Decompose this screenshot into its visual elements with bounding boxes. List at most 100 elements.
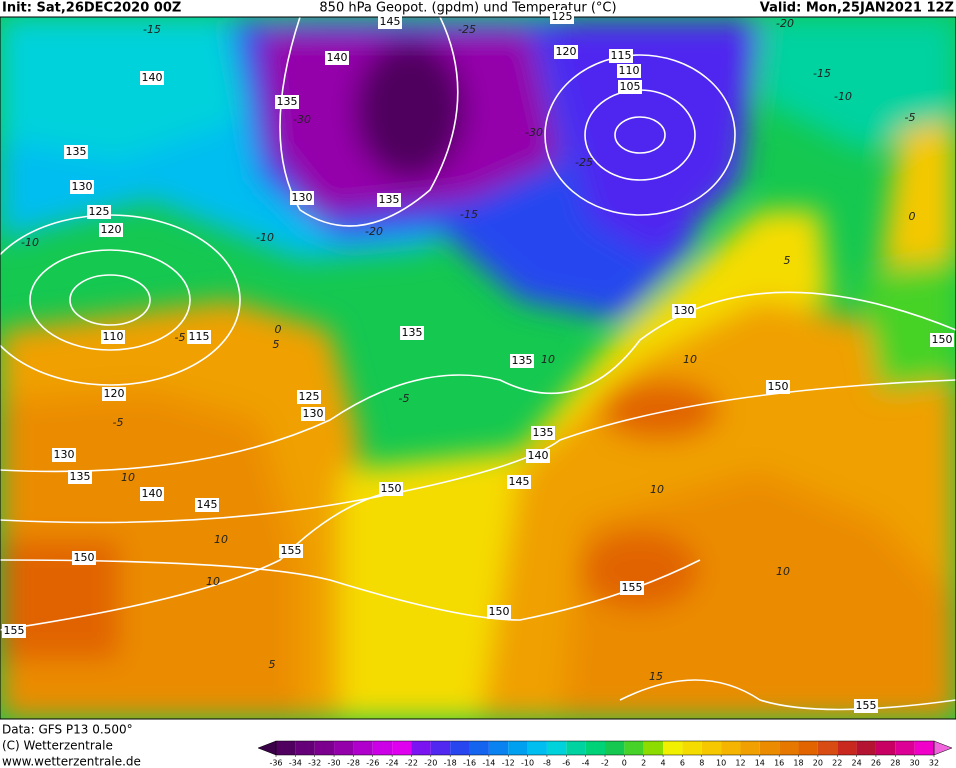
colorbar-segment xyxy=(663,741,683,755)
colorbar-label: -20 xyxy=(424,759,437,768)
temperature-label: -5 xyxy=(399,392,410,405)
colorbar-label: -34 xyxy=(289,759,302,768)
colorbar-segment xyxy=(759,741,780,755)
geopotential-label: 140 xyxy=(327,51,348,64)
label-box xyxy=(510,354,534,368)
temperature-label: 10 xyxy=(541,353,555,366)
colorbar-segment xyxy=(914,741,934,755)
geopotential-label: 155 xyxy=(622,581,643,594)
colorbar-label: -6 xyxy=(562,759,570,768)
colorbar-segment xyxy=(430,741,451,755)
geopotential-label: 120 xyxy=(556,45,577,58)
colorbar-label: 14 xyxy=(755,759,765,768)
geopotential-label: 135 xyxy=(277,95,298,108)
temperature-label: -30 xyxy=(293,113,311,126)
label-box xyxy=(930,333,954,347)
label-box xyxy=(140,71,164,85)
temperature-label: 5 xyxy=(269,658,276,671)
colorbar-segment xyxy=(837,741,857,755)
geopotential-label: 125 xyxy=(89,205,110,218)
label-box xyxy=(187,330,211,344)
colorbar-segment xyxy=(721,741,741,755)
label-box xyxy=(766,380,790,394)
label-box xyxy=(99,223,123,237)
geopotential-label: 135 xyxy=(533,426,554,439)
geopotential-label: 150 xyxy=(932,333,953,346)
copyright: (C) Wetterzentrale xyxy=(2,739,113,753)
colorbar-segment xyxy=(314,741,335,755)
colorbar-label: -36 xyxy=(269,759,282,768)
geopotential-label: 145 xyxy=(197,498,218,511)
label-box xyxy=(325,51,349,65)
colorbar-label: 30 xyxy=(910,759,920,768)
geopotential-label: 125 xyxy=(299,390,320,403)
label-box xyxy=(526,449,550,463)
temperature-label: -15 xyxy=(143,23,161,36)
label-box xyxy=(290,191,314,205)
geopotential-label: 130 xyxy=(303,407,324,420)
label-box xyxy=(487,605,511,619)
geopotential-label: 130 xyxy=(674,304,695,317)
geopotential-label: 150 xyxy=(489,605,510,618)
colorbar-segment xyxy=(527,741,547,755)
label-box xyxy=(550,10,574,24)
label-box xyxy=(609,49,633,63)
colorbar-label: -22 xyxy=(405,759,418,768)
colorbar-arrow xyxy=(933,740,953,756)
geopotential-label: 135 xyxy=(402,326,423,339)
geopotential-label: 120 xyxy=(104,387,125,400)
colorbar-label: -12 xyxy=(502,759,515,768)
geopotential-label: 140 xyxy=(142,71,163,84)
colorbar-segment xyxy=(372,741,393,755)
temperature-label: -25 xyxy=(458,23,476,36)
label-box xyxy=(379,482,403,496)
colorbar-label: -24 xyxy=(386,759,399,768)
colorbar-segment xyxy=(585,741,605,755)
colorbar-segment xyxy=(469,741,489,755)
colorbar-label: 4 xyxy=(661,759,666,768)
init-label: Init: Sat,26DEC2020 00Z xyxy=(2,1,181,16)
temperature-label: 10 xyxy=(650,483,664,496)
label-box xyxy=(854,699,878,713)
colorbar-label: -4 xyxy=(582,759,590,768)
geopotential-label: 120 xyxy=(101,223,122,236)
geopotential-label: 140 xyxy=(528,449,549,462)
temperature-label: -15 xyxy=(460,208,478,221)
label-box xyxy=(87,205,111,219)
geopotential-label: 155 xyxy=(281,544,302,557)
colorbar-segment xyxy=(895,741,915,755)
temperature-label: -5 xyxy=(175,331,186,344)
geopotential-label: 130 xyxy=(292,191,313,204)
geopotential-label: 135 xyxy=(379,193,400,206)
geopotential-label: 145 xyxy=(509,475,530,488)
geopotential-label: 115 xyxy=(611,49,632,62)
temperature-label: -10 xyxy=(256,231,274,244)
label-box xyxy=(400,326,424,340)
label-box xyxy=(377,193,401,207)
colorbar-label: -14 xyxy=(482,759,495,768)
colorbar-label: -10 xyxy=(521,759,534,768)
label-box xyxy=(140,487,164,501)
colorbar-label: -16 xyxy=(463,759,476,768)
colorbar-segment xyxy=(353,741,373,755)
colorbar-segment xyxy=(411,741,431,755)
label-box xyxy=(617,64,641,78)
colorbar-segment xyxy=(643,741,664,755)
temperature-field xyxy=(0,17,956,719)
colorbar-label: -2 xyxy=(601,759,609,768)
colorbar-segment xyxy=(624,741,644,755)
temperature-label: 10 xyxy=(206,575,220,588)
temperature-label: 0 xyxy=(909,210,916,223)
temperature-label: 10 xyxy=(214,533,228,546)
label-box xyxy=(102,387,126,401)
temperature-label: 0 xyxy=(275,323,282,336)
label-box xyxy=(72,551,96,565)
geopotential-label: 110 xyxy=(619,64,640,77)
temperature-label: 5 xyxy=(784,254,791,267)
temperature-label: 10 xyxy=(121,471,135,484)
colorbar-segment xyxy=(817,741,838,755)
label-box xyxy=(297,390,321,404)
temperature-label: -5 xyxy=(113,416,124,429)
colorbar-segment xyxy=(875,741,896,755)
